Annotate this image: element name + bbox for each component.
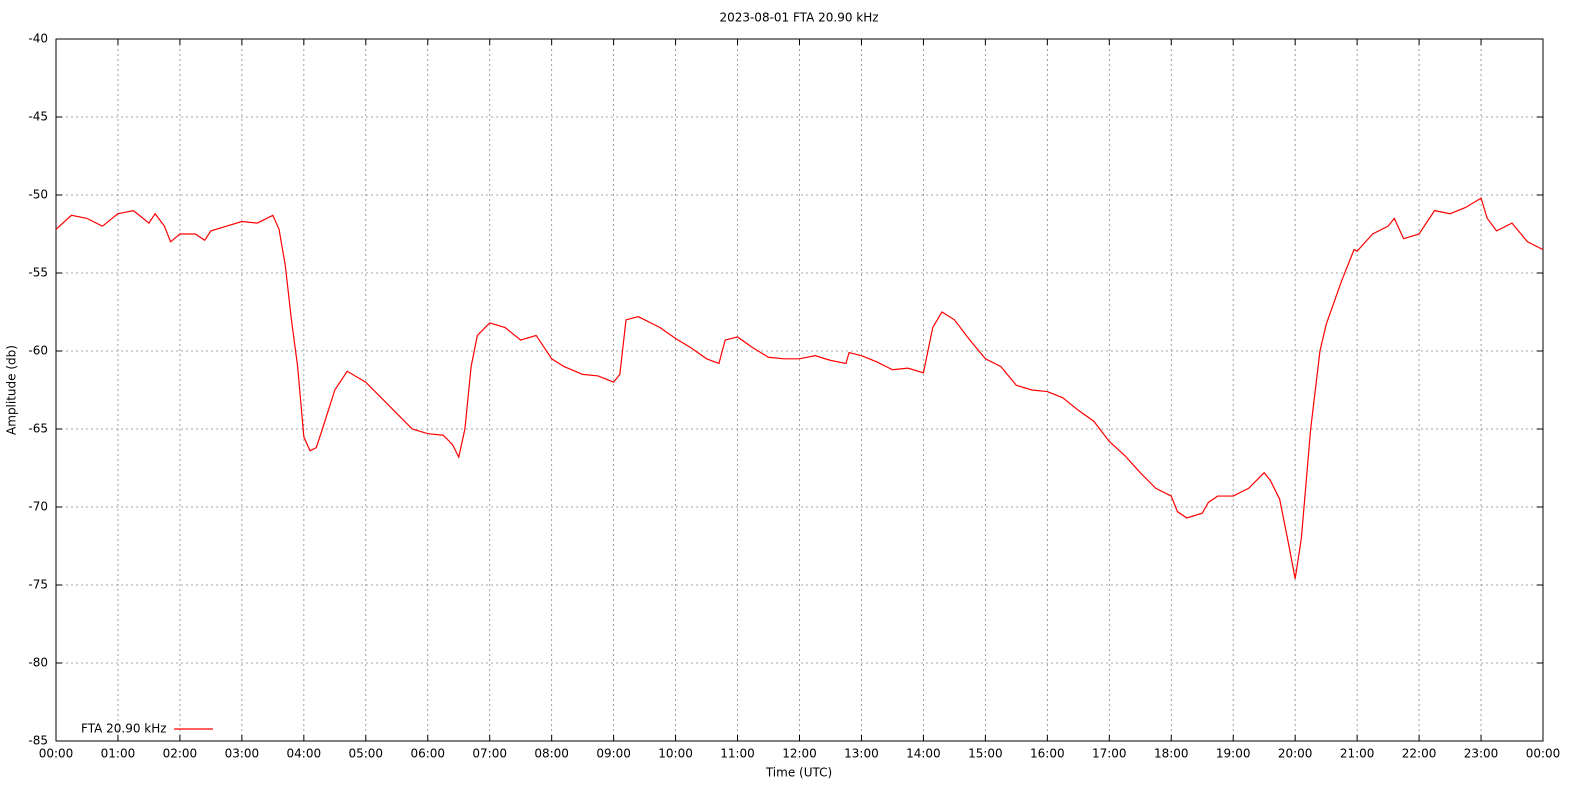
x-tick-label: 17:00 — [1092, 747, 1127, 761]
x-tick-label: 16:00 — [1030, 747, 1065, 761]
data-line — [55, 197, 1544, 579]
y-tick-label: -70 — [28, 500, 48, 514]
x-tick-label: 11:00 — [720, 747, 755, 761]
x-tick-label: 10:00 — [658, 747, 693, 761]
x-tick-label: 02:00 — [163, 747, 198, 761]
x-tick-label: 06:00 — [410, 747, 445, 761]
x-tick-label: 07:00 — [472, 747, 507, 761]
x-tick-label: 04:00 — [287, 747, 322, 761]
x-tick-label: 03:00 — [225, 747, 260, 761]
chart-title: 2023-08-01 FTA 20.90 kHz — [719, 11, 878, 25]
x-tick-label: 15:00 — [968, 747, 1003, 761]
y-axis-label: Amplitude (db) — [5, 345, 19, 435]
x-tick-label: 19:00 — [1216, 747, 1251, 761]
y-tick-label: -55 — [28, 266, 48, 280]
x-axis-label: Time (UTC) — [765, 766, 832, 780]
x-tick-label: 22:00 — [1402, 747, 1437, 761]
x-tick-label: 13:00 — [844, 747, 879, 761]
y-tick-label: -75 — [28, 578, 48, 592]
y-tick-label: -40 — [28, 32, 48, 46]
y-tick-label: -80 — [28, 656, 48, 670]
x-tick-label: 05:00 — [348, 747, 383, 761]
legend-label: FTA 20.90 kHz — [81, 722, 167, 736]
y-tick-label: -60 — [28, 344, 48, 358]
x-tick-label: 09:00 — [596, 747, 631, 761]
plot-frame — [55, 38, 1544, 742]
x-tick-label: 20:00 — [1278, 747, 1313, 761]
y-tick-label: -45 — [28, 110, 48, 124]
y-tick-label: -50 — [28, 188, 48, 202]
x-tick-label: 00:00 — [39, 747, 74, 761]
x-tick-label: 18:00 — [1154, 747, 1189, 761]
x-tick-label: 14:00 — [906, 747, 941, 761]
x-tick-label: 23:00 — [1464, 747, 1499, 761]
x-tick-label: 12:00 — [782, 747, 817, 761]
x-tick-label: 01:00 — [101, 747, 136, 761]
y-tick-label: -65 — [28, 422, 48, 436]
x-tick-label: 08:00 — [534, 747, 569, 761]
y-tick-label: -85 — [28, 734, 48, 748]
x-tick-label: 21:00 — [1340, 747, 1375, 761]
x-tick-label: 00:00 — [1526, 747, 1561, 761]
